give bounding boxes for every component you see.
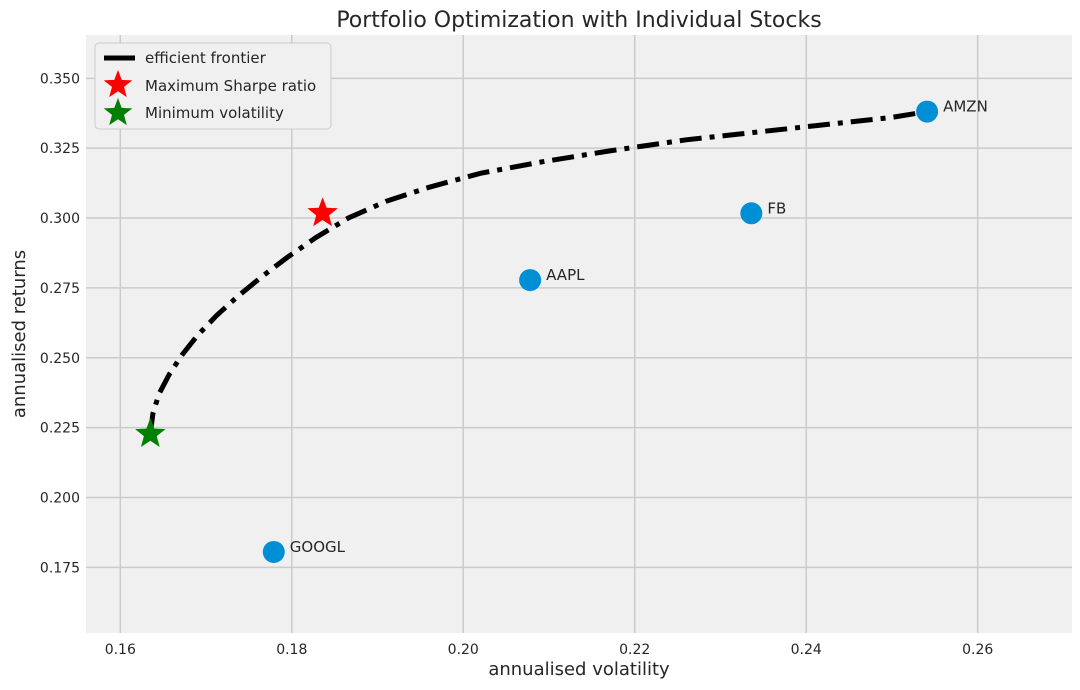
gridlines [86,35,1072,633]
max-sharpe-star [307,197,338,227]
legend-min-volatility-star-icon [103,98,133,126]
points-layer: AAPL AMZN FB GOOGL [135,98,988,563]
stock-point-amzn [916,100,939,123]
y-tick-label: 0.325 [40,141,80,157]
y-tick-label: 0.225 [40,421,80,437]
x-tick-label: 0.18 [276,642,307,658]
efficient-frontier-line [147,109,928,435]
stock-point-googl [262,540,285,563]
legend-max-sharpe-star-icon [103,70,133,98]
legend: efficient frontier Maximum Sharpe ratio … [94,42,332,130]
efficient-frontier-layer [147,109,928,435]
x-tick-label: 0.22 [619,642,650,658]
legend-label-min-volatility: Minimum volatility [145,104,284,122]
legend-label-max-sharpe: Maximum Sharpe ratio [145,77,316,95]
stock-label-amzn: AMZN [943,98,988,116]
x-tick-label: 0.24 [791,642,822,658]
y-tick-label: 0.275 [40,281,80,297]
x-tick-label: 0.26 [962,642,993,658]
y-tick-label: 0.300 [40,211,80,227]
y-axis-label: annualised returns [9,250,30,418]
x-tick-label: 0.20 [448,642,479,658]
x-axis-label: annualised volatility [488,659,670,680]
stock-point-fb [740,202,763,225]
legend-box [94,42,332,130]
chart-title: Portfolio Optimization with Individual S… [336,8,821,33]
stock-label-aapl: AAPL [546,266,585,284]
stock-label-googl: GOOGL [290,538,346,556]
plot-area [86,35,1072,633]
y-tick-label: 0.250 [40,351,80,367]
legend-label-efficient-frontier: efficient frontier [145,49,267,67]
x-tick-label: 0.16 [105,642,136,658]
y-tick-label: 0.200 [40,490,80,506]
stock-point-aapl [519,269,542,292]
min-volatility-star [135,418,166,447]
stock-label-fb: FB [767,199,786,217]
tick-labels: 0.16 0.18 0.20 0.22 0.24 0.26 0.175 0.200 0.225 0… [40,71,993,658]
y-tick-label: 0.350 [40,71,80,87]
y-tick-label: 0.175 [40,560,80,576]
